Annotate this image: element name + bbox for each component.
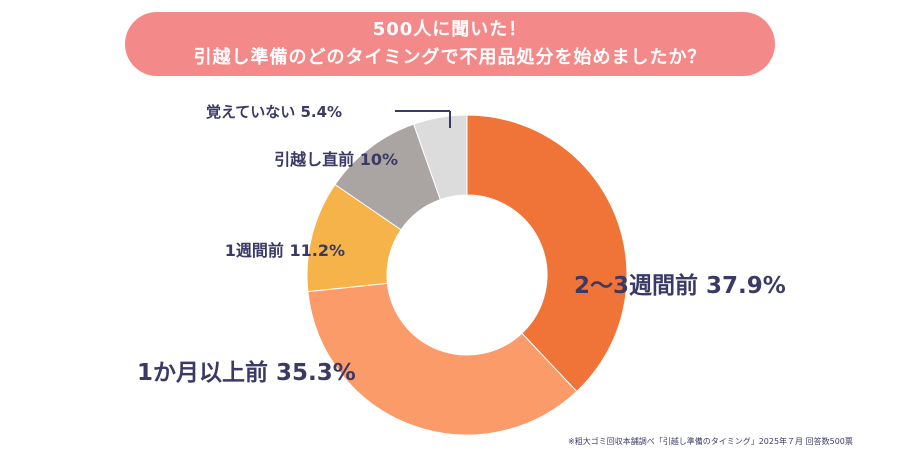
title-banner: 500人に聞いた！ 引越し準備のどのタイミングで不用品処分を始めましたか？ — [125, 12, 775, 76]
slice-label-1-month: 1か月以上前 35.3% — [137, 359, 356, 386]
donut-slice-4 — [413, 114, 468, 201]
donut-slices — [306, 114, 628, 436]
slice-label-just-before: 引越し直前 10% — [274, 150, 398, 169]
donut-slice-1 — [307, 282, 578, 436]
source-footnote: ※粗大ゴミ回収本舗調べ「引越し準備のタイミング」2025年７月 回答数500票 — [568, 437, 853, 446]
slice-label-dont-remember: 覚えていない 5.4% — [206, 103, 342, 121]
slice-label-1-week: 1週間前 11.2% — [225, 241, 345, 260]
donut-slice-0 — [466, 114, 628, 393]
title-line-2: 引越し準備のどのタイミングで不用品処分を始めましたか？ — [193, 47, 707, 68]
title-line-1: 500人に聞いた！ — [372, 19, 528, 40]
slice-label-2-3-weeks: 2〜3週間前 37.9% — [574, 272, 786, 299]
